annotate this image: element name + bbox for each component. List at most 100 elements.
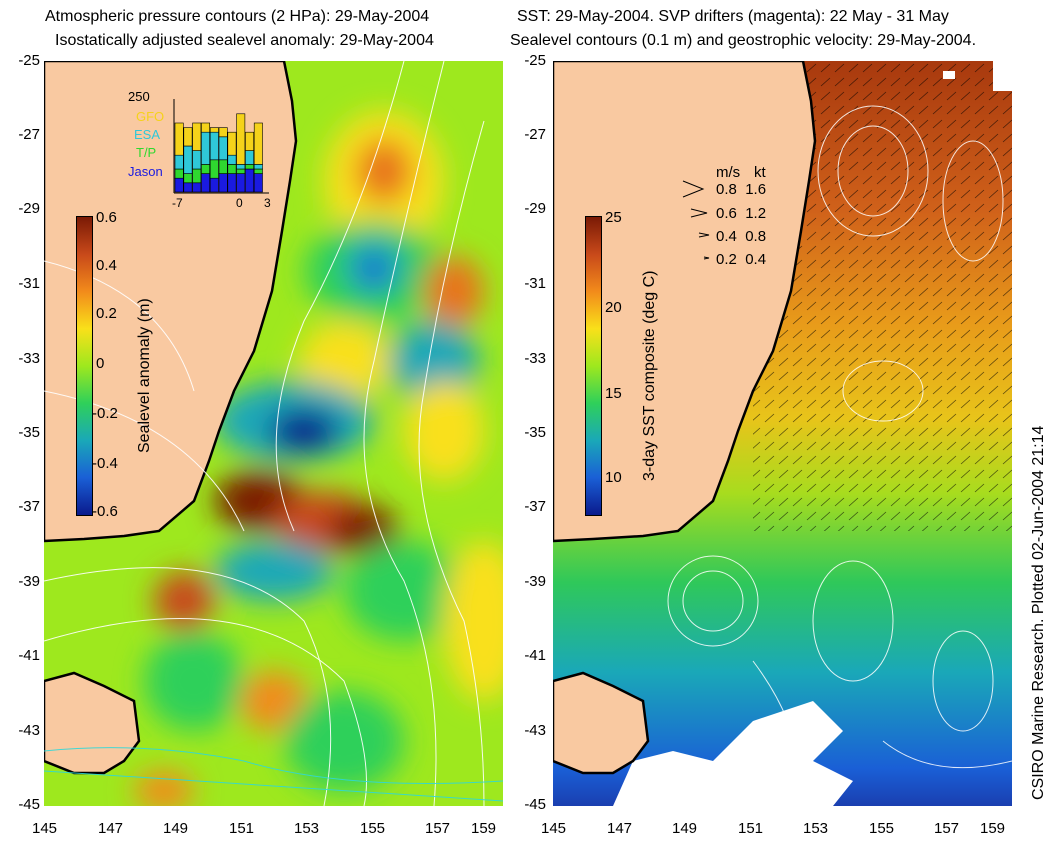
left-xtick: 147: [98, 820, 124, 837]
inset-bar-segment: [253, 173, 263, 193]
left-xtick: 149: [163, 820, 189, 837]
inset-bar-segment: [201, 122, 210, 133]
right-title-line2: Sealevel contours (0.1 m) and geostrophi…: [510, 32, 977, 49]
right-ytick: -45: [524, 796, 546, 813]
inset-bar-segment: [183, 127, 193, 147]
sst-colorbar: [585, 216, 602, 516]
inset-bar-segment: [253, 168, 263, 174]
velocity-legend-row: 0.4 0.8: [716, 228, 767, 245]
inset-bar-segment: [245, 168, 254, 193]
sl-cb-tick-0.6: 0.6: [96, 209, 117, 226]
right-ytick: -41: [524, 647, 546, 664]
left-ytick: -43: [18, 722, 40, 739]
inset-bar-segment: [227, 173, 237, 193]
left-ytick: -25: [18, 52, 40, 69]
inset-bar-segment: [192, 150, 202, 170]
inset-bar-segment: [209, 127, 219, 133]
inset-bar-segment: [174, 177, 184, 193]
right-ytick: -37: [524, 498, 546, 515]
sealevel-map-graphic: [44, 61, 503, 806]
right-xtick: 147: [607, 820, 633, 837]
right-ytick: -31: [524, 275, 546, 292]
sst-cb-tick-15: 15: [605, 385, 622, 402]
left-title-line1: Atmospheric pressure contours (2 HPa): 2…: [45, 8, 430, 25]
right-xtick: 151: [738, 820, 764, 837]
inset-top-value: 250: [128, 89, 150, 104]
left-xtick: 159: [471, 820, 497, 837]
velocity-legend-header-kt: kt: [754, 164, 766, 181]
sl-cb-tick--0.2: -0.2: [92, 405, 118, 422]
sst-cb-tick-10: 10: [605, 469, 622, 486]
inset-bar-segment: [174, 122, 184, 156]
left-xtick: 157: [425, 820, 451, 837]
velocity-legend-row: 0.6 1.2: [716, 205, 767, 222]
left-ytick: -31: [18, 275, 40, 292]
sl-cb-tick-0.2: 0.2: [96, 305, 117, 322]
left-title-line2: Isostatically adjusted sealevel anomaly:…: [55, 32, 434, 49]
inset-bar-segment: [209, 131, 219, 161]
sst-map: 25 20 15 10 3-day SST composite (deg C) …: [553, 61, 1012, 806]
right-ytick: -27: [524, 126, 546, 143]
sst-cb-tick-20: 20: [605, 299, 622, 316]
inset-bar-segment: [174, 168, 184, 179]
inset-bar-segment: [201, 164, 210, 174]
velocity-legend-row: 0.8 1.6: [716, 181, 767, 198]
left-xtick: 151: [229, 820, 255, 837]
inset-bar-segment: [236, 168, 246, 174]
left-ytick: -29: [18, 200, 40, 217]
left-xtick: 145: [32, 820, 58, 837]
inset-bar-segment: [218, 159, 228, 174]
right-xtick: 145: [541, 820, 567, 837]
inset-legend-gfo: GFO: [136, 109, 165, 124]
inset-bar-segment: [227, 131, 237, 156]
inset-bar-segment: [192, 182, 202, 193]
left-ytick: -35: [18, 424, 40, 441]
right-xtick: 157: [934, 820, 960, 837]
inset-bar-segment: [236, 173, 246, 193]
inset-legend-jason: Jason: [128, 164, 163, 179]
inset-bar-segment: [245, 150, 254, 165]
left-ytick: -39: [18, 573, 40, 590]
sealevel-colorbar-label: Sealevel anomaly (m): [136, 298, 153, 453]
inset-legend-tp: T/P: [136, 145, 157, 160]
sealevel-colorbar: [76, 216, 93, 516]
left-xtick: 153: [294, 820, 320, 837]
inset-bar-segment: [183, 173, 193, 184]
sl-cb-tick-0: 0: [96, 355, 105, 372]
sst-map-graphic: [553, 61, 1012, 806]
inset-bar-segment: [245, 164, 254, 170]
sl-cb-tick--0.6: -0.6: [92, 503, 118, 520]
velocity-legend-header-ms: m/s: [716, 164, 741, 181]
left-xtick: 155: [360, 820, 386, 837]
inset-bar-segment: [209, 159, 219, 179]
inset-xtick--7: -7: [172, 196, 183, 210]
inset-bar-segment: [201, 173, 210, 193]
inset-bar-segment: [174, 154, 184, 170]
sl-cb-tick--0.4: -0.4: [92, 455, 118, 472]
inset-bar-segment: [192, 122, 202, 151]
left-ytick: -27: [18, 126, 40, 143]
inset-bar-segment: [183, 145, 193, 174]
right-xtick: 149: [672, 820, 698, 837]
right-xtick: 159: [980, 820, 1006, 837]
inset-bar-segment: [245, 131, 254, 151]
right-ytick: -39: [524, 573, 546, 590]
left-ytick: -37: [18, 498, 40, 515]
right-xtick: 155: [869, 820, 895, 837]
left-ytick: -45: [18, 796, 40, 813]
inset-legend-esa: ESA: [134, 127, 161, 142]
inset-bar-segment: [253, 164, 263, 170]
sst-cb-tick-25: 25: [605, 209, 622, 226]
right-ytick: -35: [524, 424, 546, 441]
inset-bar-segment: [236, 164, 246, 170]
credit-text: CSIRO Marine Research. Plotted 02-Jun-20…: [1030, 425, 1047, 800]
inset-xtick-0: 0: [236, 196, 243, 210]
inset-bar-segment: [227, 154, 237, 165]
inset-bar-segment: [253, 122, 263, 165]
right-ytick: -43: [524, 722, 546, 739]
right-ytick: -29: [524, 200, 546, 217]
right-ytick: -33: [524, 350, 546, 367]
inset-bar-segment: [192, 168, 202, 184]
altimeter-inset: [173, 99, 269, 194]
inset-bar-segment: [218, 127, 228, 138]
